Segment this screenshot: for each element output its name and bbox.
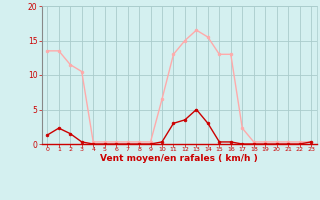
X-axis label: Vent moyen/en rafales ( km/h ): Vent moyen/en rafales ( km/h ): [100, 154, 258, 163]
